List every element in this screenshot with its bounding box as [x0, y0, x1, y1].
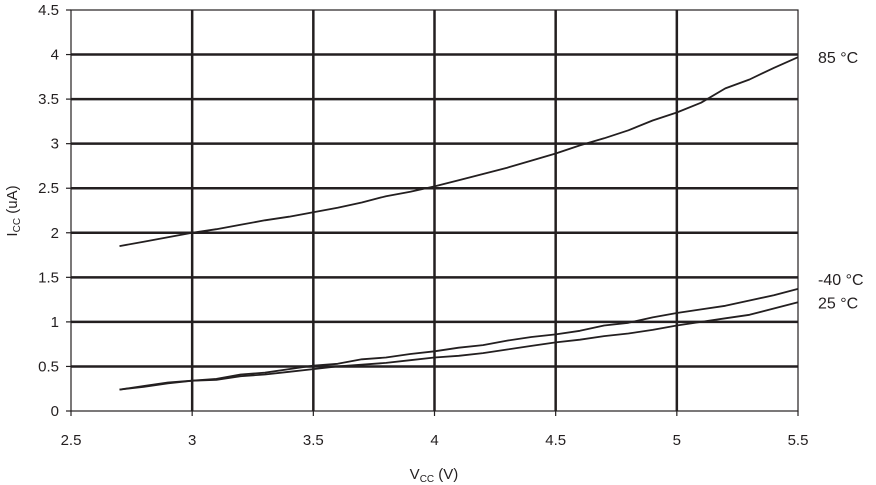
y-tick-label: 0: [51, 403, 59, 420]
x-axis-ticks: 2.5 3 3.5 4 4.5 5 5.5: [61, 411, 809, 449]
series-label-40-c: -40 °C: [818, 272, 864, 289]
x-tick-label: 5.5: [788, 432, 809, 449]
y-tick-label: 4: [51, 47, 59, 64]
series-lines: [119, 56, 799, 391]
y-tick-label: 3: [51, 136, 59, 153]
x-axis-label: VCC (V): [410, 466, 459, 485]
series-label-25-c: 25 °C: [818, 295, 858, 312]
series-line-40-c: [119, 288, 799, 391]
x-tick-label: 2.5: [61, 432, 82, 449]
grid-lines: [71, 10, 798, 411]
series-labels: 85 °C -40 °C 25 °C: [818, 50, 864, 312]
y-tick-label: 2.5: [38, 180, 59, 197]
y-axis-label: ICC (uA): [4, 185, 23, 236]
y-tick-label: 1.5: [38, 269, 59, 286]
series-label-85-c: 85 °C: [818, 50, 858, 67]
y-tick-label: 0.5: [38, 358, 59, 375]
series-line-25-c: [119, 301, 799, 391]
y-tick-label: 1: [51, 314, 59, 331]
x-tick-label: 5: [673, 432, 681, 449]
series-line-85-c: [119, 56, 799, 247]
x-tick-label: 4: [430, 432, 438, 449]
y-tick-label: 3.5: [38, 91, 59, 108]
y-tick-label: 2: [51, 225, 59, 242]
x-tick-label: 3: [188, 432, 196, 449]
y-tick-label: 4.5: [38, 2, 59, 19]
x-tick-label: 3.5: [303, 432, 324, 449]
x-tick-label: 4.5: [545, 432, 566, 449]
y-axis-ticks: 0 0.5 1 1.5 2 2.5 3 3.5 4 4.5: [38, 2, 71, 420]
